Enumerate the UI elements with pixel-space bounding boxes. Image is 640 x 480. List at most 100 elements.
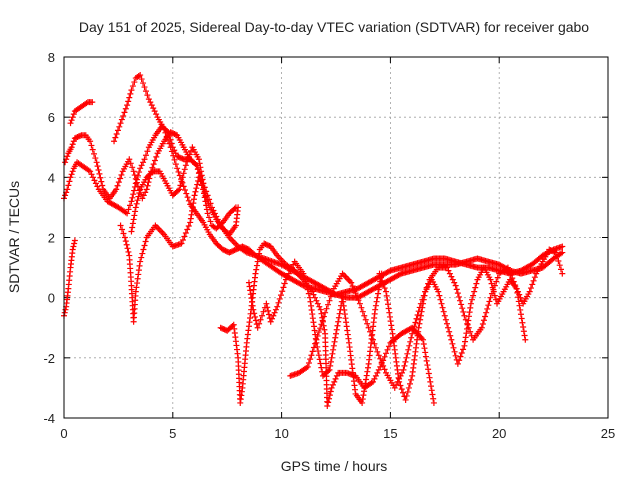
data-point	[488, 280, 495, 287]
data-point	[261, 240, 268, 247]
data-point	[62, 192, 69, 199]
data-point	[71, 237, 78, 244]
data-point	[131, 172, 138, 179]
data-point	[118, 116, 125, 123]
data-point	[117, 175, 124, 182]
data-point	[130, 216, 137, 223]
data-point	[190, 196, 197, 203]
data-point	[144, 92, 151, 99]
data-point	[147, 99, 154, 106]
data-point	[91, 177, 98, 184]
data-point	[369, 336, 376, 343]
data-point	[316, 356, 323, 363]
data-point	[190, 200, 197, 207]
data-point	[487, 294, 494, 301]
data-point	[299, 281, 305, 288]
data-point	[180, 183, 187, 190]
data-point	[142, 189, 149, 196]
data-point	[452, 282, 459, 289]
data-point	[184, 226, 191, 233]
data-point	[420, 296, 427, 303]
data-point	[127, 160, 134, 167]
data-point	[129, 194, 136, 201]
data-point	[249, 298, 256, 305]
data-point	[461, 342, 468, 349]
data-point	[275, 299, 282, 306]
data-point	[317, 306, 324, 313]
series-track11	[376, 246, 566, 403]
data-point	[69, 141, 76, 148]
data-point	[414, 311, 421, 318]
x-tick-label: 0	[60, 426, 67, 441]
data-point	[471, 288, 478, 295]
data-point	[220, 325, 227, 332]
data-point	[196, 160, 203, 167]
data-point	[443, 320, 450, 327]
data-point	[126, 156, 133, 163]
data-point	[308, 352, 315, 359]
data-point	[69, 114, 76, 121]
data-point	[387, 318, 394, 325]
data-point	[421, 292, 428, 299]
data-point	[416, 320, 423, 327]
data-point	[349, 283, 356, 290]
plot-frame	[63, 56, 609, 419]
data-point	[334, 322, 341, 329]
data-point	[193, 185, 200, 192]
data-point	[506, 268, 513, 275]
data-point	[359, 308, 366, 315]
data-point	[251, 310, 258, 317]
data-point	[239, 243, 246, 250]
data-point	[547, 247, 554, 254]
data-point	[361, 388, 368, 395]
data-point	[131, 79, 138, 86]
data-point	[94, 183, 101, 190]
data-point	[127, 202, 134, 209]
data-point	[194, 181, 201, 188]
data-point	[331, 378, 338, 385]
data-point	[230, 247, 237, 254]
data-point	[385, 343, 392, 350]
y-tick-label: 0	[48, 291, 55, 306]
data-point	[96, 170, 103, 177]
data-point	[518, 315, 525, 322]
data-point	[323, 305, 330, 312]
data-point	[171, 131, 178, 138]
data-point	[133, 179, 140, 186]
data-point	[175, 168, 182, 175]
data-point	[134, 280, 141, 287]
data-point	[70, 111, 77, 118]
data-point	[436, 292, 443, 299]
data-point	[143, 186, 150, 193]
data-point	[133, 200, 140, 207]
data-point	[130, 168, 137, 175]
data-point	[483, 309, 490, 316]
data-point	[305, 290, 312, 297]
data-point	[242, 244, 249, 251]
data-point	[145, 96, 152, 103]
data-point	[375, 352, 382, 359]
data-point	[236, 244, 243, 251]
data-point	[307, 356, 314, 363]
data-point	[406, 342, 413, 349]
data-point	[290, 261, 297, 268]
data-point	[330, 346, 337, 353]
data-point	[211, 210, 218, 217]
data-point	[163, 133, 170, 140]
data-point	[255, 254, 262, 261]
data-point	[462, 334, 469, 341]
data-point	[457, 353, 464, 360]
data-point	[70, 243, 77, 250]
data-point	[556, 262, 563, 269]
data-point	[250, 306, 257, 313]
series-track9	[245, 258, 385, 406]
y-axis-label: SDTVAR / TECUs	[6, 181, 22, 293]
data-point	[135, 267, 142, 274]
data-point	[316, 303, 323, 310]
data-point	[265, 242, 272, 249]
data-point	[425, 370, 432, 377]
data-point	[269, 315, 276, 322]
data-point	[265, 311, 272, 318]
data-point	[247, 291, 254, 298]
data-point	[153, 111, 160, 118]
